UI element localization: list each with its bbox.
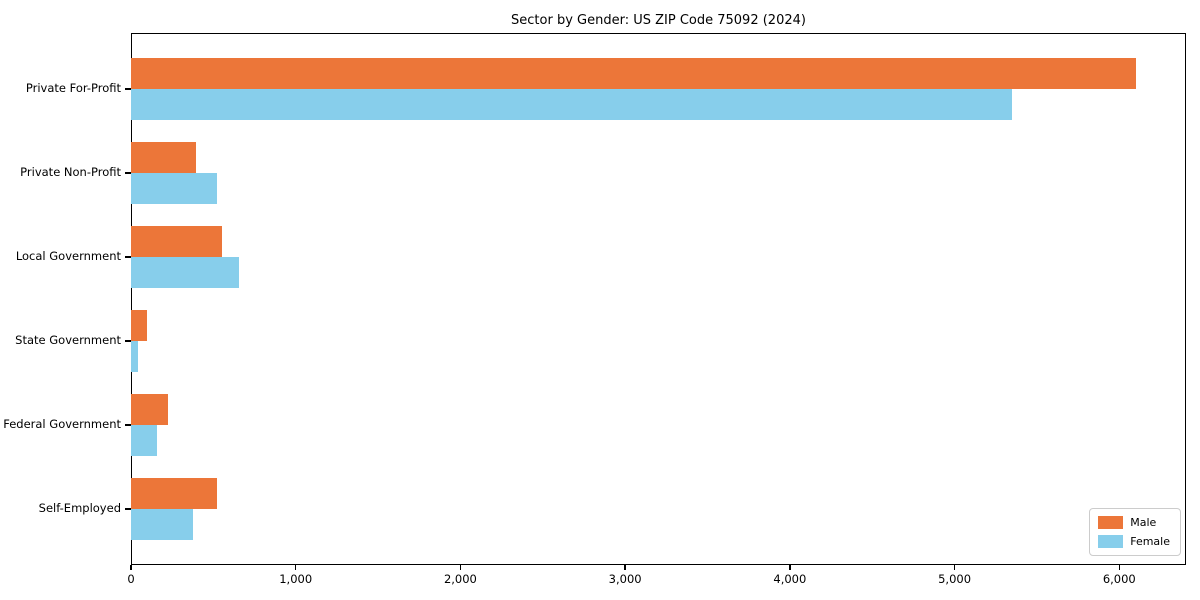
- x-axis-label-5-000: 5,000: [938, 572, 972, 586]
- x-axis-label-1-000: 1,000: [279, 572, 313, 586]
- legend-entry-female: Female: [1098, 535, 1170, 548]
- plot-area: [131, 33, 1186, 565]
- y-axis-label-state-government: State Government: [15, 333, 121, 347]
- x-tick-mark-6-000: [1118, 565, 1121, 570]
- y-tick-mark-self-employed: [125, 508, 131, 510]
- bar-male-federal-government: [131, 394, 168, 425]
- bar-female-federal-government: [131, 425, 157, 456]
- x-tick-mark-2-000: [459, 565, 462, 570]
- bar-female-state-government: [131, 341, 138, 372]
- bar-male-private-for-profit: [131, 58, 1136, 89]
- x-axis-label-4-000: 4,000: [773, 572, 807, 586]
- x-tick-mark-3-000: [624, 565, 626, 570]
- bar-female-private-non-profit: [131, 173, 217, 204]
- y-axis-label-self-employed: Self-Employed: [38, 501, 121, 515]
- y-tick-mark-private-for-profit: [125, 88, 131, 90]
- x-tick-mark-4-000: [789, 565, 791, 570]
- bar-male-self-employed: [131, 478, 217, 509]
- y-tick-mark-federal-government: [125, 424, 131, 426]
- x-tick-mark-1-000: [294, 565, 297, 570]
- legend-swatch-male: [1098, 516, 1124, 529]
- y-axis-label-private-non-profit: Private Non-Profit: [20, 165, 121, 179]
- legend-entry-male: Male: [1098, 516, 1170, 529]
- x-tick-mark-0: [130, 565, 132, 570]
- legend-label-male: Male: [1130, 516, 1157, 529]
- x-tick-mark-5-000: [953, 565, 956, 570]
- y-tick-mark-private-non-profit: [125, 172, 131, 174]
- bar-male-state-government: [131, 310, 147, 341]
- bar-female-local-government: [131, 257, 239, 288]
- x-axis-label-0: 0: [127, 572, 135, 586]
- bar-female-private-for-profit: [131, 89, 1012, 120]
- legend: Male Female: [1089, 508, 1181, 556]
- legend-label-female: Female: [1130, 535, 1170, 548]
- y-tick-mark-local-government: [125, 256, 131, 258]
- bar-male-local-government: [131, 226, 222, 257]
- bar-male-private-non-profit: [131, 142, 196, 173]
- y-tick-mark-state-government: [125, 340, 131, 342]
- x-axis-label-3-000: 3,000: [608, 572, 642, 586]
- legend-swatch-female: [1098, 535, 1124, 548]
- chart-title: Sector by Gender: US ZIP Code 75092 (202…: [511, 13, 806, 28]
- y-axis-label-private-for-profit: Private For-Profit: [25, 81, 121, 95]
- x-axis-label-2-000: 2,000: [443, 572, 477, 586]
- y-axis-label-federal-government: Federal Government: [3, 417, 121, 431]
- y-axis-label-local-government: Local Government: [15, 249, 121, 263]
- bar-female-self-employed: [131, 509, 193, 540]
- x-axis-label-6-000: 6,000: [1102, 572, 1136, 586]
